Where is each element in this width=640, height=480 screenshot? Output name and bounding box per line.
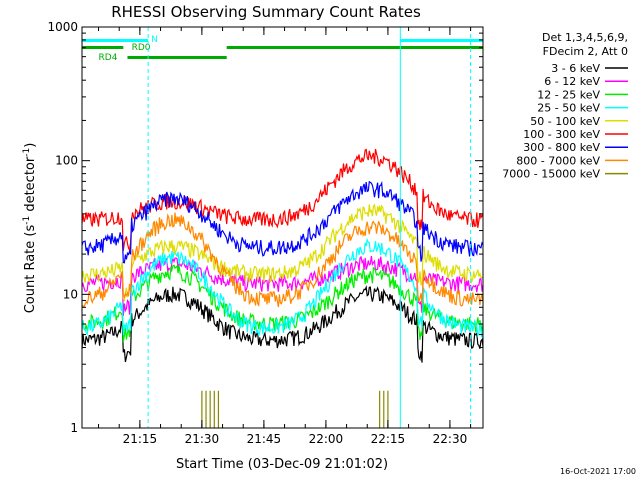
y-tick-label-1: 10 <box>63 287 78 301</box>
y-tick-label-2: 100 <box>55 154 78 168</box>
series-layer <box>81 148 484 428</box>
legend-label-8: 7000 - 15000 keV <box>502 168 600 181</box>
legend-label-5: 100 - 300 keV <box>523 128 600 141</box>
y-tick-label-3: 1000 <box>47 20 78 34</box>
legend-label-1: 6 - 12 keV <box>544 75 600 88</box>
x-axis: 21:15 21:30 21:45 22:00 22:15 22:30 <box>98 27 472 446</box>
series-line-0 <box>81 285 484 363</box>
flag-bar-rd0-2 <box>226 46 483 49</box>
flag-bar-n-1 <box>82 39 149 42</box>
legend-label-4: 50 - 100 keV <box>530 115 600 128</box>
series-line-6 <box>81 180 484 264</box>
chart-title: RHESSI Observing Summary Count Rates <box>111 3 421 21</box>
legend: Det 1,3,4,5,6,9, FDecim 2, Att 0 3 - 6 k… <box>502 31 628 181</box>
plot-frame <box>81 26 484 429</box>
series-line-3 <box>81 237 484 338</box>
series-line-1 <box>81 255 484 317</box>
x-tick-label-5: 22:30 <box>433 432 468 446</box>
generation-timestamp: 16-Oct-2021 17:00 <box>560 467 636 476</box>
legend-header-line-2: FDecim 2, Att 0 <box>543 45 628 58</box>
y-axis-label: Count Rate (s-1 detector-1) <box>22 143 38 314</box>
flag-label-n: N <box>151 35 158 45</box>
legend-label-6: 300 - 800 keV <box>523 141 600 154</box>
y-axis: 1 10 100 1000 <box>47 20 483 435</box>
flag-bar-n-2 <box>400 39 483 42</box>
x-tick-label-3: 22:00 <box>309 432 344 446</box>
legend-label-7: 800 - 7000 keV <box>516 154 600 167</box>
legend-label-3: 25 - 50 keV <box>537 102 600 115</box>
series-line-7 <box>81 212 484 309</box>
legend-header-line-1: Det 1,3,4,5,6,9, <box>542 31 628 44</box>
flag-label-rd0: RD0 <box>132 43 151 53</box>
x-tick-label-4: 22:15 <box>371 432 406 446</box>
flag-bar-rd4 <box>127 56 227 59</box>
x-tick-label-2: 21:45 <box>247 432 282 446</box>
flag-label-rd4: RD4 <box>99 53 118 63</box>
legend-label-2: 12 - 25 keV <box>537 88 600 101</box>
x-axis-label: Start Time (03-Dec-09 21:01:02) <box>176 457 388 472</box>
flag-bar-rd0-1 <box>82 46 124 49</box>
x-tick-label-0: 21:15 <box>123 432 158 446</box>
x-tick-label-1: 21:30 <box>185 432 220 446</box>
series-line-4 <box>81 203 484 302</box>
y-tick-label-0: 1 <box>70 421 78 435</box>
series-line-2 <box>81 264 484 343</box>
legend-label-0: 3 - 6 keV <box>551 62 600 75</box>
